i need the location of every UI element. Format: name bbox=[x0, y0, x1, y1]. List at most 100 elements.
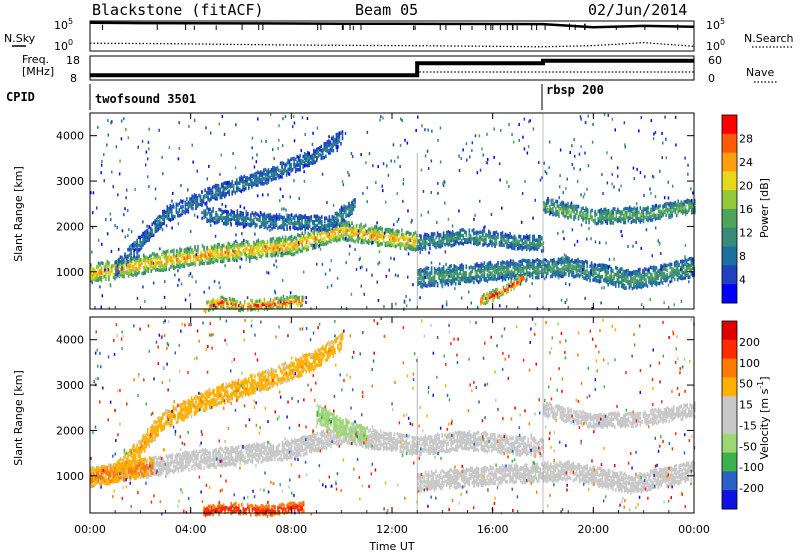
heatmap-cell bbox=[640, 285, 643, 290]
heatmap-cell bbox=[473, 228, 475, 232]
heatmap-cell bbox=[586, 277, 588, 282]
heatmap-cell bbox=[438, 235, 440, 239]
heatmap-cell bbox=[476, 262, 478, 266]
heatmap-cell bbox=[601, 263, 603, 267]
heatmap-cell bbox=[214, 186, 217, 190]
heatmap-cell bbox=[198, 193, 200, 198]
heatmap-cell bbox=[564, 214, 566, 219]
heatmap-cell bbox=[618, 274, 620, 279]
heatmap-cell bbox=[672, 204, 675, 209]
heatmap-cell bbox=[510, 235, 513, 239]
heatmap-cell bbox=[684, 199, 687, 204]
heatmap-cell bbox=[629, 205, 631, 209]
heatmap-cell bbox=[277, 300, 279, 305]
heatmap-cell bbox=[91, 267, 94, 271]
heatmap-cell bbox=[181, 206, 184, 210]
heatmap-cell bbox=[148, 225, 150, 229]
heatmap-cell bbox=[348, 210, 350, 215]
heatmap-cell bbox=[150, 260, 152, 265]
heatmap-cell bbox=[636, 214, 639, 219]
heatmap-cell bbox=[196, 201, 199, 205]
heatmap-cell bbox=[450, 279, 452, 283]
heatmap-cell bbox=[453, 273, 455, 277]
heatmap-cell bbox=[441, 269, 443, 273]
heatmap-cell bbox=[528, 236, 531, 240]
heatmap-cell bbox=[144, 263, 146, 267]
heatmap-cell bbox=[100, 266, 103, 271]
heatmap-cell bbox=[457, 236, 460, 241]
heatmap-cell bbox=[232, 189, 235, 193]
heatmap-cell bbox=[488, 229, 490, 234]
heatmap-cell bbox=[281, 305, 284, 309]
heatmap-cell bbox=[608, 274, 611, 279]
heatmap-cell bbox=[506, 260, 508, 264]
heatmap-cell bbox=[596, 264, 599, 268]
heatmap-cell bbox=[686, 200, 688, 205]
heatmap-cell bbox=[617, 210, 619, 214]
heatmap-cell bbox=[253, 252, 255, 256]
heatmap-cell bbox=[334, 224, 337, 228]
heatmap-cell bbox=[494, 274, 496, 279]
heatmap-cell bbox=[322, 224, 325, 229]
heatmap-cell bbox=[257, 238, 260, 243]
heatmap-cell bbox=[522, 265, 525, 269]
heatmap-cell bbox=[424, 243, 427, 248]
heatmap-cell bbox=[257, 240, 260, 245]
heatmap-cell bbox=[328, 142, 330, 146]
heatmap-cell bbox=[276, 166, 279, 170]
heatmap-cell bbox=[509, 270, 511, 275]
heatmap-cell bbox=[643, 267, 646, 271]
heatmap-cell bbox=[364, 237, 367, 241]
heatmap-cell bbox=[337, 132, 339, 137]
heatmap-cell bbox=[238, 243, 240, 248]
heatmap-cell bbox=[195, 202, 197, 207]
heatmap-cell bbox=[204, 251, 207, 255]
heatmap-cell bbox=[615, 218, 618, 223]
heatmap-cell bbox=[666, 207, 669, 212]
heatmap-cell bbox=[348, 238, 350, 242]
heatmap-cell bbox=[483, 301, 485, 305]
heatmap-cell bbox=[224, 297, 226, 302]
heatmap-cell bbox=[144, 265, 146, 270]
heatmap-cell bbox=[473, 241, 475, 246]
freq-tick-top: 18 bbox=[66, 54, 80, 67]
heatmap-cell bbox=[334, 211, 337, 216]
heatmap-cell bbox=[245, 257, 248, 262]
heatmap-cell bbox=[231, 246, 234, 251]
heatmap-cell bbox=[332, 142, 335, 146]
heatmap-cell bbox=[235, 249, 237, 254]
heatmap-cell bbox=[189, 245, 192, 250]
heatmap-cell bbox=[476, 242, 478, 247]
heatmap-cell bbox=[251, 251, 254, 255]
heatmap-cell bbox=[518, 246, 520, 250]
heatmap-cell bbox=[420, 276, 422, 281]
heatmap-cell bbox=[214, 234, 217, 238]
heatmap-cell bbox=[273, 171, 276, 175]
heatmap-cell bbox=[501, 291, 503, 295]
heatmap-cell bbox=[207, 218, 210, 223]
heatmap-cell bbox=[301, 298, 303, 302]
heatmap-cell bbox=[187, 210, 190, 214]
heatmap-cell bbox=[384, 228, 387, 232]
heatmap-cell bbox=[97, 270, 100, 275]
heatmap-cell bbox=[481, 300, 484, 304]
heatmap-cell bbox=[212, 216, 214, 221]
heatmap-cell bbox=[216, 253, 219, 258]
heatmap-cell bbox=[197, 254, 199, 259]
heatmap-cell bbox=[296, 296, 299, 300]
heatmap-cell bbox=[322, 156, 324, 160]
heatmap-cell bbox=[418, 242, 421, 247]
heatmap-cell bbox=[345, 205, 347, 210]
heatmap-cell bbox=[219, 187, 221, 192]
heatmap-cell bbox=[521, 238, 523, 242]
heatmap-cell bbox=[106, 262, 109, 266]
heatmap-cell bbox=[330, 228, 332, 233]
heatmap-cell bbox=[221, 215, 223, 220]
heatmap-cell bbox=[260, 178, 262, 182]
heatmap-cell bbox=[527, 245, 529, 250]
heatmap-cell bbox=[473, 236, 475, 241]
heatmap-cell bbox=[157, 223, 159, 228]
heatmap-cell bbox=[188, 251, 190, 256]
heatmap-cell bbox=[486, 292, 488, 296]
heatmap-cell bbox=[306, 154, 309, 159]
